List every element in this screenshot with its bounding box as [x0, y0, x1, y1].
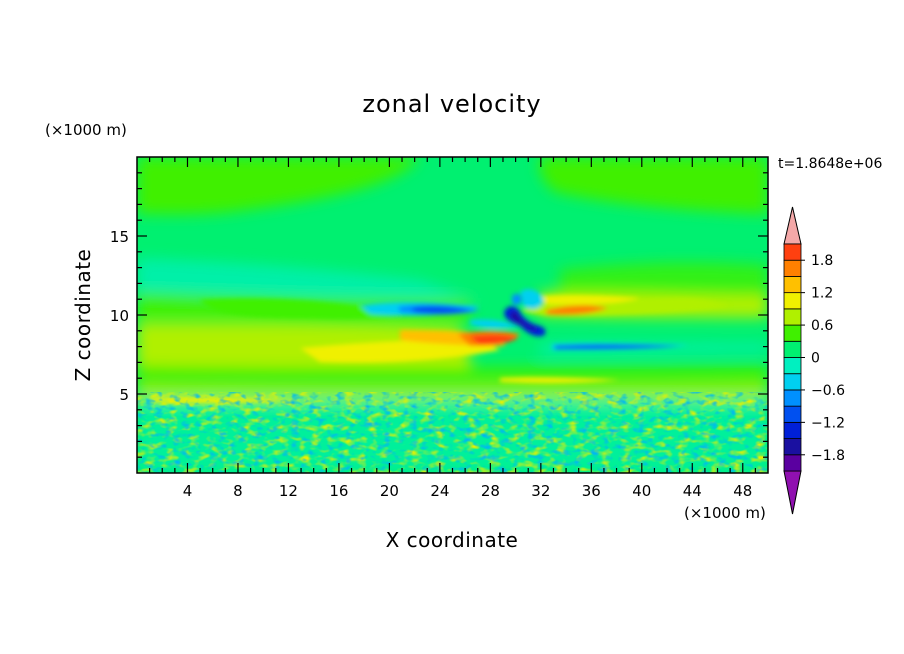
colorbar-tick-label: 1.8: [811, 253, 833, 269]
colorbar-segment: [783, 438, 802, 456]
colorbar-segment: [783, 389, 802, 407]
x-tick-label: 40: [632, 482, 651, 500]
colorbar-tick-label: 0.6: [811, 318, 833, 334]
colorbar-segment: [783, 421, 802, 439]
x-axis-label: X coordinate: [386, 528, 519, 552]
x-tick-label: 20: [380, 482, 399, 500]
chart-title: zonal velocity: [362, 90, 541, 118]
x-tick-label: 36: [582, 482, 601, 500]
y-unit-label: (×1000 m): [45, 121, 127, 139]
x-axis-ticks: 4 8 12 16 20 24 28 32 36 40 44 48: [149, 157, 756, 500]
y-tick-label: 10: [110, 307, 129, 325]
colorbar-tick-label: 1.2: [811, 286, 833, 302]
colorbar-segment: [783, 308, 802, 326]
colorbar-segment: [783, 243, 802, 261]
colorbar-segment: [783, 405, 802, 423]
colorbar-segment: [783, 357, 802, 375]
time-label: t=1.8648e+06: [778, 156, 882, 172]
y-axis-label: Z coordinate: [71, 249, 95, 382]
y-tick-label: 15: [110, 228, 129, 246]
colorbar-tick-label: −1.2: [811, 415, 845, 431]
x-tick-label: 28: [481, 482, 500, 500]
x-tick-label: 48: [733, 482, 752, 500]
x-tick-label: 8: [233, 482, 243, 500]
x-tick-label: 16: [329, 482, 348, 500]
colorbar-segment: [783, 276, 802, 294]
colorbar-tick-label: −1.8: [811, 448, 845, 464]
colorbar-under-triangle: [783, 470, 802, 515]
colorbar-segment: [783, 454, 802, 472]
contour-field: [137, 157, 768, 473]
colorbar: 1.8 1.2 0.6 0 −0.6 −1.2 −1.8: [783, 206, 845, 515]
colorbar-segment: [783, 292, 802, 310]
x-tick-label: 24: [430, 482, 449, 500]
colorbar-segment: [783, 373, 802, 391]
x-tick-label: 12: [279, 482, 298, 500]
colorbar-segment: [783, 324, 802, 342]
y-tick-label: 5: [119, 386, 129, 404]
colorbar-segment: [783, 259, 802, 277]
colorbar-tick-label: −0.6: [811, 383, 845, 399]
colorbar-over-triangle: [783, 206, 802, 245]
x-tick-label: 32: [531, 482, 550, 500]
y-axis-ticks: 5 10 15: [110, 172, 768, 458]
x-tick-label: 44: [683, 482, 702, 500]
colorbar-segment: [783, 340, 802, 358]
x-unit-label: (×1000 m): [684, 504, 766, 522]
x-tick-label: 4: [183, 482, 193, 500]
colorbar-tick-label: 0: [811, 351, 820, 367]
